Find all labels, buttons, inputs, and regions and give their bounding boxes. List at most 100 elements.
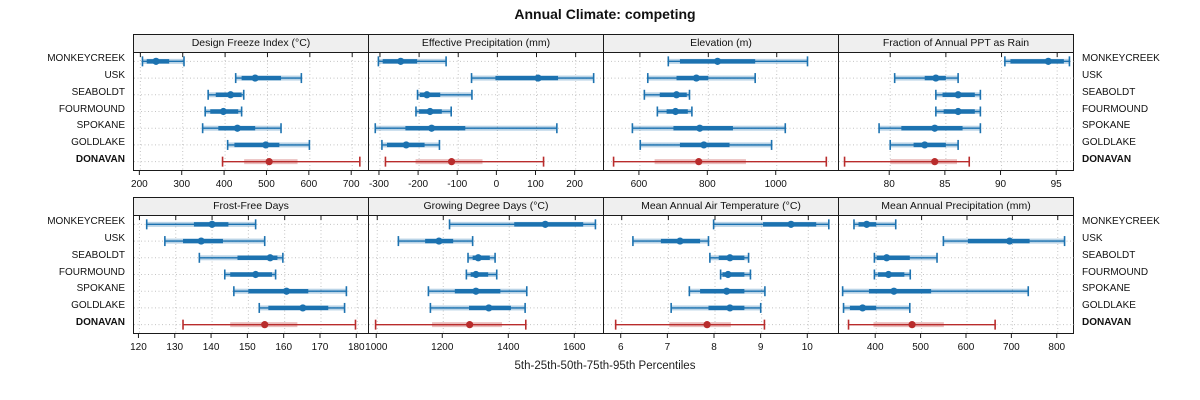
percentile-whisker-fourmound [415,106,452,117]
median-dot [472,270,480,279]
station-label-donavan: DONAVAN [1082,316,1132,328]
panel-plot-area [603,216,840,334]
left-station-labels: MONKEYCREEK USK SEABOLDT FOURMOUND SPOKANE GO… [0,34,133,193]
panel-plot-area [368,216,605,334]
median-dot [692,74,700,82]
median-dot [890,287,898,295]
x-tick-label: 85 [939,179,951,190]
range-band-5-95 [843,305,910,311]
station-label-seaboldt: SEABOLDT [1082,249,1136,261]
station-label-goldlake: GOLDLAKE [1082,136,1136,148]
median-dot [863,220,871,228]
x-axis-canvas: 1000 1200 1400 1600 [365,334,586,353]
panel-group: Frost-Free Days 120 130 140 150 160 170 180 Grow… [130,197,1075,358]
left-station-labels: MONKEYCREEK USK SEABOLDT FOURMOUND SPOKANE GO… [0,197,133,356]
median-dot [695,158,703,166]
percentile-whisker-seaboldt [935,89,982,100]
panel-x-axis: 120 130 140 150 160 170 180 [130,334,369,358]
percentile-whisker-goldlake [429,302,526,313]
iqr-band-25-75 [868,289,932,294]
panel-x-axis: 80 85 90 95 [838,171,1074,195]
station-label-spokane: SPOKANE [76,120,125,132]
x-tick-label: 600 [300,179,317,190]
x-tick-label: 600 [631,179,648,190]
median-dot [447,158,456,166]
iqr-band-25-75 [234,142,280,148]
x-tick-label: 1600 [563,342,586,353]
x-tick-label: 500 [258,179,275,190]
percentile-whisker-fourmound [223,269,277,280]
median-dot [671,107,680,116]
station-label-fourmound: FOURMOUND [58,266,125,278]
percentile-whisker-goldlake [226,139,311,150]
panel-canvas [134,53,370,170]
right-station-labels: MONKEYCREEK USK SEABOLDT FOURMOUND SPOKANE GO… [1074,197,1197,356]
x-tick-label: 10 [802,342,814,353]
iqr-band-25-75 [248,289,309,294]
percentile-whisker-monkeycreek [448,219,597,230]
x-tick-label: 200 [566,179,583,190]
percentile-whisker-monkeycreek [712,219,830,230]
panel: Mean Annual Air Temperature (°C) 6 7 8 9 10 [603,197,840,358]
percentile-whisker-seaboldt [207,89,245,100]
iqr-band-25-75 [230,272,272,277]
right-station-labels: MONKEYCREEK USK SEABOLDT FOURMOUND SPOKANE GO… [1074,34,1197,193]
panel: Fraction of Annual PPT as Rain 80 85 90 95 [838,34,1075,195]
median-dot [787,220,795,228]
panel: Mean Annual Precipitation (mm) 400 500 600 7… [838,197,1075,358]
percentile-whisker-fourmound [656,106,693,117]
station-label-monkeycreek: MONKEYCREEK [1082,53,1160,65]
station-label-donavan: DONAVAN [75,316,125,328]
x-tick-label: 120 [130,342,147,353]
median-dot [884,270,893,279]
percentile-whisker-monkeycreek [141,56,185,67]
x-axis-canvas: 6 7 8 9 10 [618,334,814,353]
percentile-whisker-donavan [614,319,766,330]
iqr-band-25-75 [890,159,957,165]
x-tick-label: -100 [447,179,467,190]
median-dot [534,74,542,82]
panel-plot-area [838,216,1075,334]
iqr-band-25-75 [700,289,745,294]
percentile-whisker-donavan [843,156,971,167]
median-dot [713,57,722,65]
x-tick-label: 7 [665,342,671,353]
median-dot [954,107,962,116]
station-label-spokane: SPOKANE [1082,283,1131,295]
percentile-whisker-goldlake [639,139,773,150]
percentile-whisker-donavan [847,319,996,330]
panel-strip-title: Design Freeze Index (°C) [133,34,369,53]
x-tick-label: 100 [527,179,544,190]
x-tick-label: 1400 [497,342,520,353]
percentile-whisker-seaboldt [873,252,938,263]
median-dot [474,254,482,262]
x-tick-label: 700 [343,179,360,190]
median-dot [954,91,962,99]
median-dot [931,124,939,132]
percentile-whisker-spokane [841,286,1030,297]
panel: Effective Precipitation (mm) -300 -200 -100… [368,34,605,195]
x-tick-label: 500 [912,342,929,353]
percentile-whisker-spokane [201,123,282,134]
x-tick-label: 6 [618,342,624,353]
percentile-whisker-goldlake [842,302,911,313]
percentile-whisker-monkeycreek [667,56,809,67]
panel-row-top: MONKEYCREEK USK SEABOLDT FOURMOUND SPOKANE GO… [0,34,1197,195]
x-tick-label: 200 [131,179,148,190]
x-tick-label: 400 [216,179,233,190]
x-tick-label: 8 [711,342,717,353]
panel-plot-area [133,53,370,171]
station-label-donavan: DONAVAN [1082,153,1132,165]
percentile-whisker-donavan [221,156,361,167]
percentile-whisker-donavan [384,156,545,167]
panel-strip-title: Elevation (m) [603,34,839,53]
x-axis-canvas: 600 800 1000 [631,171,787,190]
x-tick-label: 130 [166,342,183,353]
range-band-5-95 [842,288,1029,294]
median-dot [1006,237,1014,245]
median-dot [299,304,307,312]
x-tick-label: 150 [239,342,256,353]
panel-row-bottom: MONKEYCREEK USK SEABOLDT FOURMOUND SPOKANE GO… [0,197,1197,358]
percentile-whisker-usk [942,236,1066,247]
